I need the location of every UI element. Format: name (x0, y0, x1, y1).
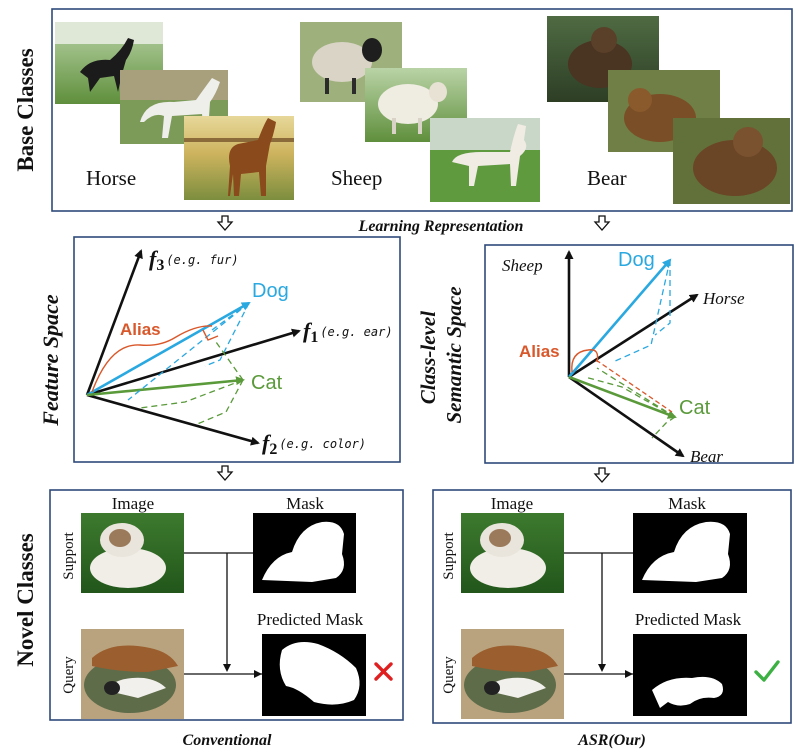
base-classes-label: Base Classes (13, 48, 38, 171)
down-arrow-icon (593, 467, 611, 483)
axis-bear (568, 375, 685, 458)
learning-representation-label: Learning Representation (358, 218, 524, 235)
mask-header: Mask (668, 494, 706, 513)
dog-vector (568, 258, 672, 378)
support-image (81, 513, 184, 593)
alias-projection-line (595, 359, 673, 413)
axis-horse (568, 293, 699, 379)
predicted-mask-label: Predicted Mask (257, 610, 364, 629)
cat-label: Cat (251, 372, 283, 394)
semantic-space-title: Class-level Semantic Space (416, 286, 466, 423)
alias-bracket (91, 325, 213, 393)
support-label: Support (441, 531, 457, 579)
down-arrow-icon (593, 215, 611, 231)
alias-label: Alias (519, 342, 560, 361)
dog-label: Dog (252, 280, 289, 302)
predicted-mask-label: Predicted Mask (635, 610, 742, 629)
arrowhead (223, 664, 262, 678)
conventional-caption: Conventional (183, 732, 272, 749)
alias-label: Alias (120, 320, 161, 339)
cat-label: Cat (679, 397, 711, 419)
sheep-label: Sheep (502, 256, 543, 275)
sheep-photo-shorn (430, 118, 540, 202)
cross-mark-icon (374, 662, 393, 681)
cat-vector (568, 375, 677, 419)
bear-label: Bear (690, 447, 723, 466)
dog-projection-lines (612, 259, 671, 363)
dog-label: Dog (618, 249, 655, 271)
asr-caption: ASR(Our) (577, 732, 646, 749)
flow-connector (564, 552, 633, 675)
flow-connector (184, 552, 262, 675)
down-arrow-icon (216, 215, 234, 231)
query-label: Query (61, 656, 77, 694)
predicted-mask (633, 634, 747, 716)
class-label-bear: Bear (587, 166, 627, 190)
cat-projection-lines (584, 367, 676, 439)
horse-photo-brown (184, 116, 294, 200)
feature-space-frame (73, 236, 401, 463)
novel-classes-label: Novel Classes (13, 533, 38, 667)
alias-bracket (571, 349, 599, 373)
axis-f2 (86, 393, 260, 446)
semantic-space-frame (484, 244, 794, 464)
class-label-horse: Horse (86, 166, 136, 190)
axis-f3-label: f3 (e.g. fur) (149, 246, 239, 274)
query-label: Query (441, 656, 457, 694)
support-mask (633, 513, 747, 593)
axis-f3 (85, 249, 143, 396)
image-header: Image (491, 494, 533, 513)
query-image (81, 629, 184, 719)
support-label: Support (61, 531, 77, 579)
check-mark-icon (754, 660, 780, 682)
conventional-frame (49, 489, 404, 721)
dog-projection-lines (127, 302, 250, 401)
axis-f2-label: f2 (e.g. color) (262, 430, 366, 458)
support-image (461, 513, 564, 593)
feature-space-title: Feature Space (38, 294, 63, 427)
bear-photo-3 (673, 118, 790, 204)
dog-vector (86, 301, 251, 397)
arrowhead (598, 664, 633, 678)
down-arrow-icon (216, 465, 234, 481)
mask-header: Mask (286, 494, 324, 513)
cat-vector (86, 376, 245, 397)
cat-projection-lines (139, 341, 244, 426)
axis-f1-label: f1 (e.g. ear) (303, 318, 393, 346)
predicted-mask (262, 634, 366, 716)
horse-label: Horse (702, 289, 745, 308)
class-label-sheep: Sheep (331, 166, 382, 190)
axis-f1 (86, 328, 301, 397)
right-angle-marker (202, 329, 219, 341)
base-classes-frame (51, 8, 793, 212)
support-mask (253, 513, 356, 593)
asr-frame (432, 489, 792, 724)
query-image (461, 629, 564, 719)
image-header: Image (112, 494, 154, 513)
